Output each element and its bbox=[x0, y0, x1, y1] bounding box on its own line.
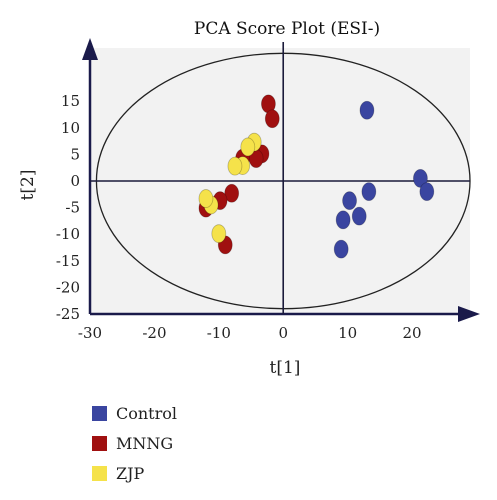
y-tick-label: -5 bbox=[65, 199, 80, 217]
scatter-point-mnng bbox=[264, 109, 280, 129]
x-tick-label: -30 bbox=[78, 324, 102, 342]
scatter-point-zjp bbox=[227, 156, 243, 176]
legend-label-control: Control bbox=[116, 403, 178, 423]
x-tick-label: 0 bbox=[278, 324, 288, 342]
scatter-point-control bbox=[361, 182, 377, 202]
scatter-point-control bbox=[335, 210, 351, 230]
scatter-point-control bbox=[359, 100, 375, 120]
x-tick-label: 20 bbox=[402, 324, 421, 342]
legend-label-mnng: MNNG bbox=[116, 433, 174, 453]
x-tick-label: 10 bbox=[338, 324, 357, 342]
y-tick-label: -15 bbox=[56, 252, 80, 270]
scatter-point-zjp bbox=[198, 189, 214, 208]
chart-title: PCA Score Plot (ESI-) bbox=[194, 19, 380, 39]
legend-swatch-zjp bbox=[92, 465, 107, 481]
y-axis-title: t[2] bbox=[18, 170, 38, 201]
scatter-point-mnng bbox=[224, 183, 240, 203]
y-tick-label: -20 bbox=[56, 278, 80, 296]
y-tick-label: -25 bbox=[56, 305, 80, 323]
y-tick-label: 5 bbox=[70, 145, 80, 163]
scatter-point-zjp bbox=[240, 137, 256, 157]
y-tick-label: 15 bbox=[61, 92, 80, 110]
scatter-point-control bbox=[413, 168, 428, 188]
pca-score-plot: PCA Score Plot (ESI-) -30 -20 -10 0 10 20 -25 -… bbox=[18, 19, 480, 378]
y-tick-label: -10 bbox=[56, 225, 80, 243]
scatter-point-control bbox=[342, 191, 357, 211]
x-axis-title: t[1] bbox=[270, 358, 301, 378]
legend-swatch-control bbox=[92, 405, 107, 421]
scatter-point-control bbox=[351, 206, 367, 226]
scatter-point-zjp bbox=[211, 224, 227, 244]
y-axis-arrow bbox=[82, 38, 98, 60]
legend-item-zjp: ZJP bbox=[92, 458, 177, 488]
y-tick-label: 10 bbox=[61, 119, 80, 137]
scatter-point-control bbox=[333, 239, 349, 259]
y-tick-label: 0 bbox=[70, 172, 80, 190]
legend-item-mnng: MNNG bbox=[92, 428, 177, 458]
legend-swatch-mnng bbox=[92, 435, 107, 451]
legend-item-control: Control bbox=[92, 398, 177, 428]
x-axis-arrow bbox=[458, 306, 480, 322]
x-tick-label: -20 bbox=[142, 324, 166, 342]
x-tick-label: -10 bbox=[207, 324, 231, 342]
legend: Control MNNG ZJP bbox=[92, 398, 177, 488]
legend-label-zjp: ZJP bbox=[116, 463, 145, 483]
scatter-point-control bbox=[419, 182, 435, 202]
